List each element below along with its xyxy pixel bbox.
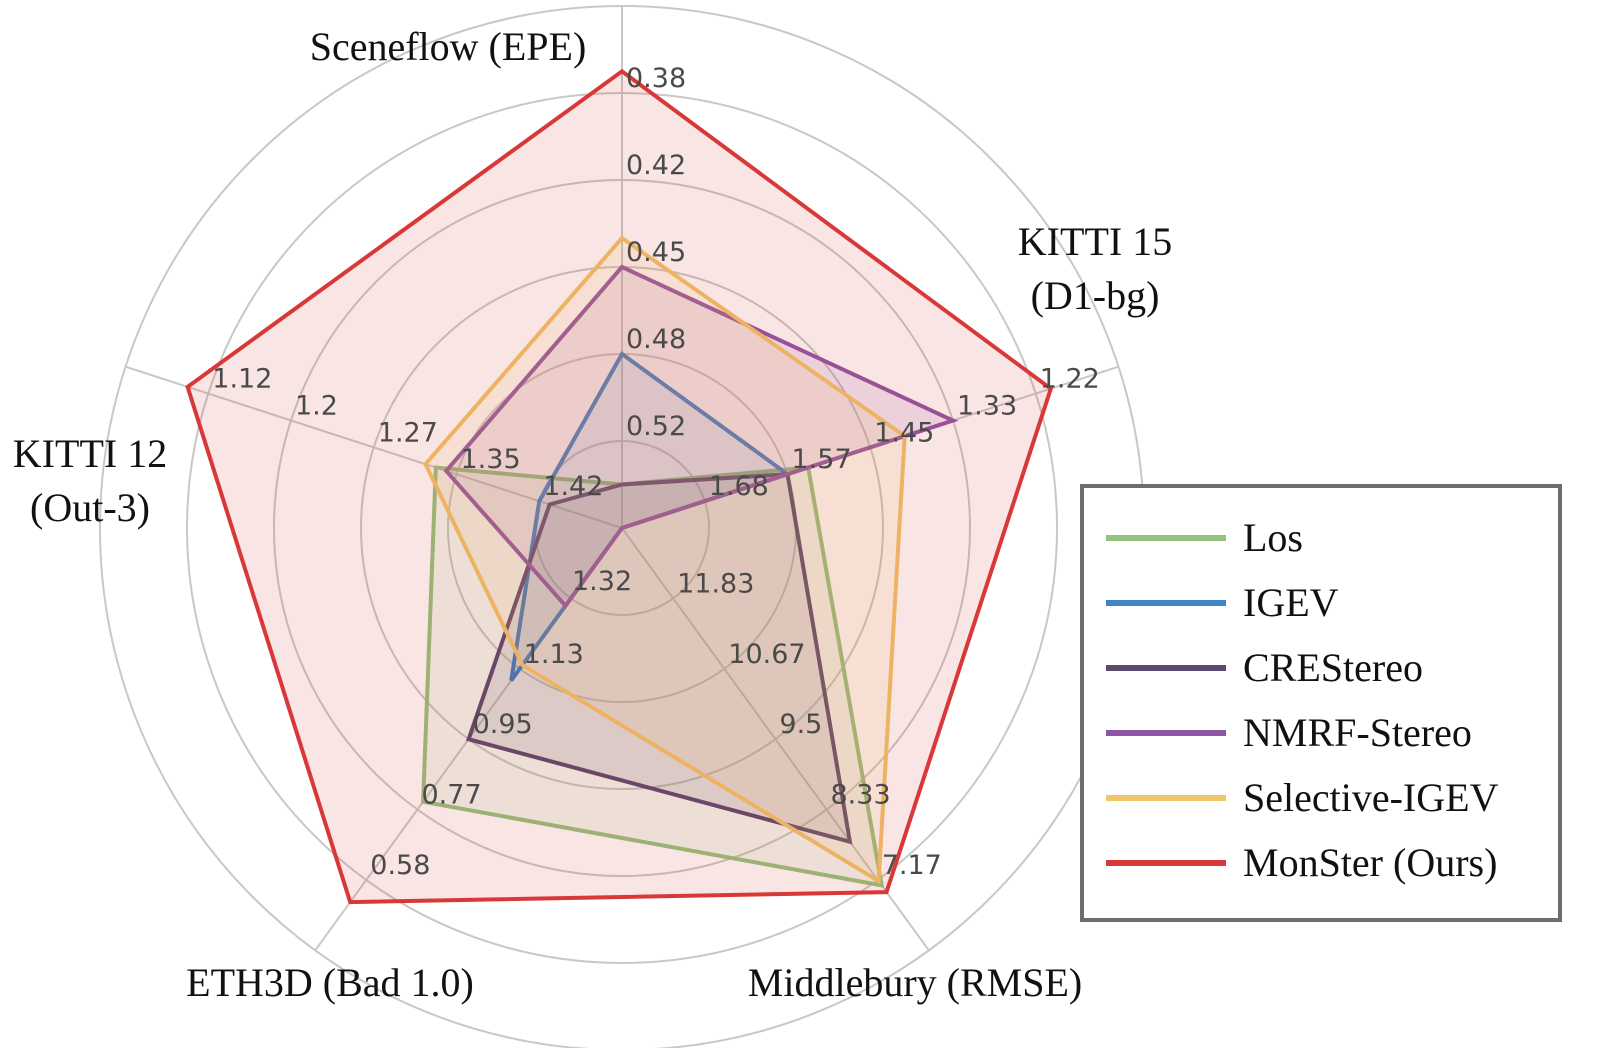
- tick-label: 0.48: [626, 324, 686, 355]
- tick-label: 1.45: [874, 417, 934, 448]
- series-fill-3: [446, 267, 953, 606]
- series-line-4: [423, 235, 907, 885]
- series-layer: [185, 68, 1054, 905]
- tick-labels: 0.52 0.48 0.45 0.42 0.38 1.68 1.57 1.45 1.33 1.22…: [212, 63, 1100, 881]
- axis-title-2: Middlebury (RMSE): [748, 960, 1082, 1005]
- tick-label: 9.5: [779, 709, 822, 740]
- axis-title-3: ETH3D (Bad 1.0): [186, 960, 474, 1005]
- tick-label: 0.58: [370, 850, 430, 881]
- tick-label: 8.33: [831, 780, 891, 811]
- series-fill-2: [468, 474, 850, 842]
- series-line-3: [443, 264, 959, 609]
- tick-label: 0.95: [473, 709, 533, 740]
- axis-title-4: KITTI 12: [13, 431, 167, 476]
- tick-label: 0.38: [626, 63, 686, 94]
- tick-label: 1.42: [543, 471, 603, 502]
- axis-title-0: Sceneflow (EPE): [310, 24, 587, 69]
- series-line-5: [185, 68, 1054, 905]
- legend: Los IGEV CREStereo NMRF-Stereo Selective-IGE…: [1080, 484, 1562, 922]
- tick-label: 1.33: [957, 391, 1017, 422]
- tick-label: 0.42: [626, 150, 686, 181]
- tick-label: 1.35: [461, 444, 521, 475]
- tick-label: 1.2: [295, 391, 338, 422]
- tick-label: 0.52: [626, 411, 686, 442]
- series-fill-5: [187, 71, 1051, 903]
- axis-title-4: (Out-3): [30, 485, 150, 530]
- tick-label: 1.13: [524, 639, 584, 670]
- legend-label-1: IGEV: [1243, 580, 1339, 625]
- tick-label: 1.57: [792, 444, 852, 475]
- legend-box: [1080, 484, 1562, 922]
- legend-label-2: CREStereo: [1243, 645, 1423, 690]
- legend-label-3: NMRF-Stereo: [1243, 710, 1472, 755]
- tick-label: 1.22: [1040, 364, 1100, 395]
- series-line-2: [466, 472, 853, 845]
- tick-label: 1.68: [709, 471, 769, 502]
- center-tick-label: 1.32: [572, 566, 632, 597]
- tick-label: 11.83: [677, 568, 754, 599]
- legend-label-0: Los: [1243, 515, 1303, 560]
- tick-label: 1.27: [378, 417, 438, 448]
- tick-label: 7.17: [882, 850, 942, 881]
- tick-label: 0.77: [422, 780, 482, 811]
- axis-title-1: KITTI 15: [1018, 219, 1172, 264]
- axis-title-1: (D1-bg): [1031, 273, 1160, 318]
- series-line-0: [421, 465, 885, 888]
- axis-titles: Sceneflow (EPE) KITTI 15 (D1-bg) Middlebury…: [13, 24, 1172, 1005]
- legend-label-5: MonSter (Ours): [1243, 840, 1497, 885]
- legend-label-4: Selective-IGEV: [1243, 775, 1499, 820]
- tick-label: 10.67: [728, 639, 805, 670]
- series-fill-4: [425, 238, 905, 882]
- tick-label: 1.12: [212, 364, 272, 395]
- tick-label: 0.45: [626, 237, 686, 268]
